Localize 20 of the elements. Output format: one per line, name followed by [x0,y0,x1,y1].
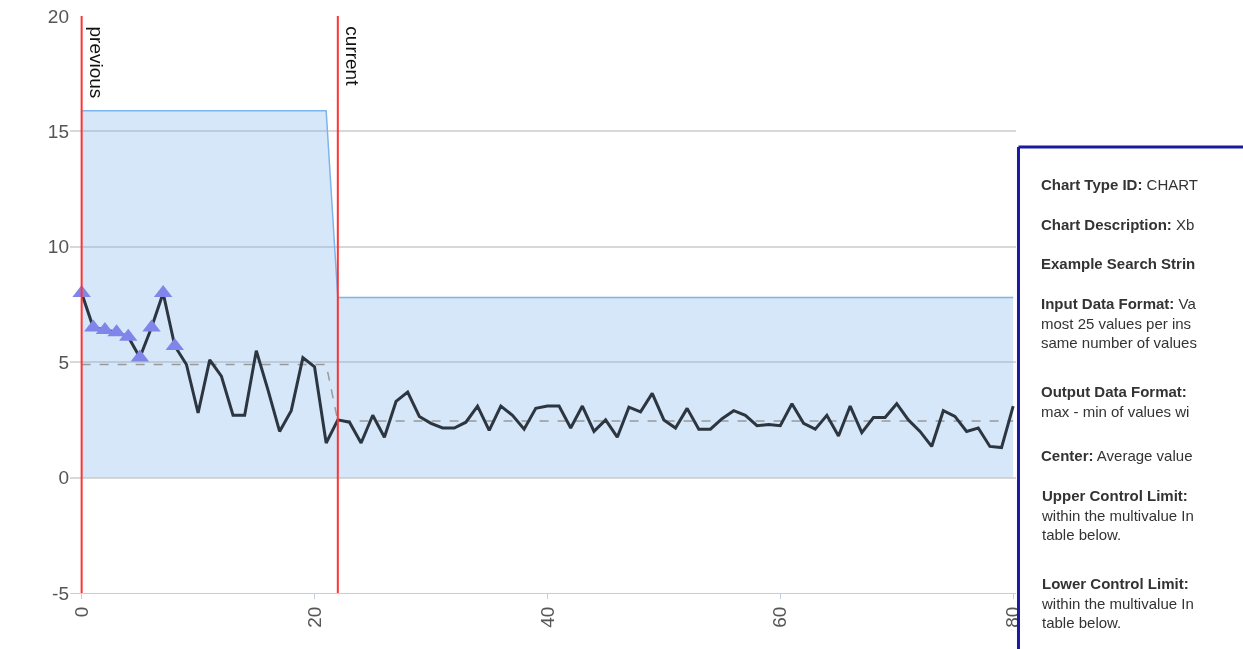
x-tick-label: 20 [303,606,325,628]
y-tick-label: 15 [47,121,69,143]
x-tick-label: 60 [769,606,791,628]
text: Center: Average value [1041,447,1193,464]
ref-line-label: current [341,26,363,87]
text: Upper Control Limit: within the multivalue In table below. [1041,487,1194,543]
y-tick-label: -5 [52,582,69,604]
text: Input Data Format: Va most 25 values per ins same number of values [1041,295,1197,351]
text: Output Data Format: max - min of values wi [1041,383,1190,420]
x-tick-label: 0 [70,606,92,618]
x-tick-label: 40 [536,606,558,628]
y-tick-label: 5 [58,351,69,373]
y-tick-label: 20 [47,5,69,27]
text: Chart Type ID: CHART [1041,176,1198,193]
text: Example Search Strin [1041,255,1196,272]
text: Lower Control Limit: within the multivalue In table below. [1041,575,1194,631]
y-tick-label: 0 [58,467,69,489]
text: Chart Description: Xb [1041,216,1195,233]
ref-line-label: previous [85,26,107,99]
y-tick-label: 10 [47,236,69,258]
